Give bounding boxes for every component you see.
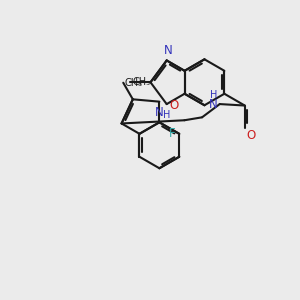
- Text: H: H: [210, 90, 218, 100]
- Text: O: O: [169, 99, 178, 112]
- Text: CH₃: CH₃: [132, 77, 150, 87]
- Text: N: N: [164, 44, 172, 57]
- Text: N: N: [155, 106, 164, 119]
- Text: N: N: [208, 98, 217, 111]
- Text: O: O: [246, 129, 256, 142]
- Text: H: H: [163, 110, 170, 120]
- Text: F: F: [169, 127, 176, 140]
- Text: CH₃: CH₃: [125, 78, 143, 88]
